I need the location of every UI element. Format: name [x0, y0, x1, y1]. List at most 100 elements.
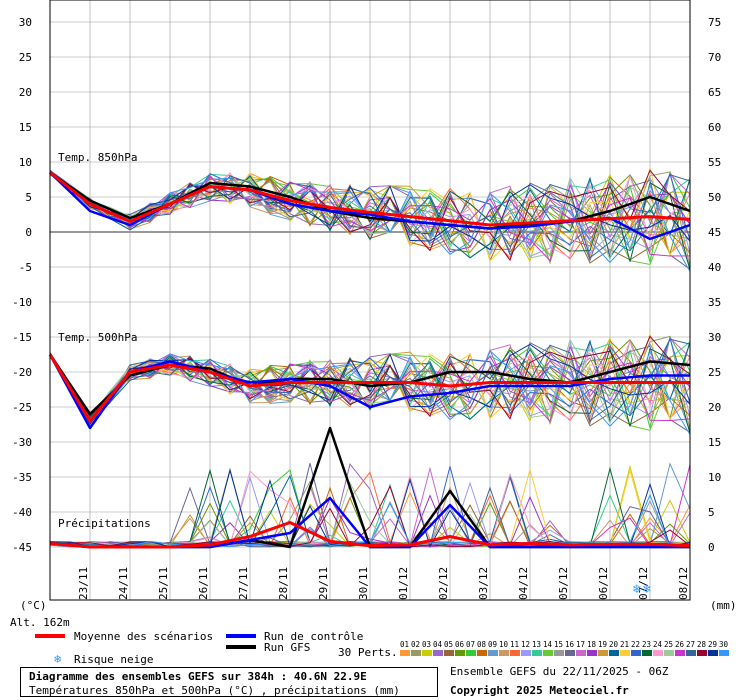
pert-legend-swatch	[675, 650, 685, 656]
pert-legend-swatch	[510, 650, 520, 656]
left-tick-label: 20	[19, 86, 32, 99]
x-tick-label: 24/11	[117, 567, 130, 600]
x-tick-label: 05/12	[557, 567, 570, 600]
pert-legend-label: 23	[642, 640, 651, 649]
pert-legend-swatch	[697, 650, 707, 656]
pert-legend-swatch	[433, 650, 443, 656]
x-tick-label: 04/12	[517, 567, 530, 600]
pert-legend-swatch	[642, 650, 652, 656]
pert-legend-label: 09	[488, 640, 497, 649]
x-tick-label: 03/12	[477, 567, 490, 600]
pert-legend-label: 04	[433, 640, 443, 649]
pert-legend-swatch	[444, 650, 454, 656]
panel-label-t850: Temp. 850hPa	[58, 151, 137, 164]
series-line-precip	[49, 521, 691, 549]
right-tick-label: 60	[708, 121, 721, 134]
pert-legend-label: 19	[598, 640, 607, 649]
pert-line	[49, 339, 691, 425]
legend-label-control: Run de contrôle	[264, 630, 363, 643]
snow-mark-icon: ❄	[642, 582, 651, 597]
pert-legend-label: 01	[400, 640, 409, 649]
pert-legend-swatch	[620, 650, 630, 656]
pert-legend-swatch	[477, 650, 487, 656]
series-line-t500	[48, 353, 690, 423]
left-tick-label: -35	[12, 471, 32, 484]
footer-box: Diagramme des ensembles GEFS sur 384h : …	[20, 667, 438, 697]
right-tick-label: 25	[708, 366, 721, 379]
left-tick-label: -40	[12, 506, 32, 519]
legend-label-snow: Risque neige	[74, 653, 153, 666]
right-tick-label: 35	[708, 296, 721, 309]
left-tick-label: -5	[19, 261, 32, 274]
pert-legend-label: 26	[675, 640, 685, 649]
pert-line	[49, 171, 691, 262]
pert-legend-swatch	[653, 650, 663, 656]
snow-mark-icon: ❄	[632, 582, 641, 597]
left-tick-label: 0	[25, 226, 32, 239]
pert-legend-label: 27	[686, 640, 695, 649]
pert-legend-swatch	[455, 650, 465, 656]
x-tick-label: 07/12	[637, 567, 650, 600]
right-unit-label: (mm)	[710, 599, 737, 612]
legend-perts-label: 30 Perts.	[338, 646, 398, 659]
right-tick-label: 55	[708, 156, 721, 169]
pert-line	[49, 355, 691, 427]
left-tick-label: 15	[19, 121, 32, 134]
pert-line	[49, 338, 691, 422]
right-tick-label: 0	[708, 541, 715, 554]
pert-legend-label: 10	[499, 640, 509, 649]
right-tick-label: 15	[708, 436, 721, 449]
legend-swatch-mean	[35, 634, 65, 638]
pert-legend-swatch	[499, 650, 509, 656]
left-tick-label: 10	[19, 156, 32, 169]
left-tick-label: -30	[12, 436, 32, 449]
pert-line	[49, 337, 691, 420]
pert-legend-swatch	[587, 650, 597, 656]
right-tick-label: 30	[708, 331, 721, 344]
pert-legend-label: 21	[620, 640, 629, 649]
right-tick-label: 75	[708, 16, 721, 29]
pert-legend-swatch	[554, 650, 564, 656]
left-tick-label: -15	[12, 331, 32, 344]
pert-legend-swatch	[664, 650, 674, 656]
pert-legend-label: 22	[631, 640, 640, 649]
pert-legend-label: 15	[554, 640, 563, 649]
x-tick-label: 28/11	[277, 567, 290, 600]
x-tick-label: 06/12	[597, 567, 610, 600]
panel-label-precip: Précipitations	[58, 517, 151, 530]
legend-swatch-gfs	[226, 645, 256, 649]
left-tick-label: -25	[12, 401, 32, 414]
pert-legend: 01 02 03 04 05 06 07 08 09 10 11 12 13 14 15 16 17 18 19 20…	[400, 640, 729, 656]
pert-legend-label: 08	[477, 640, 487, 649]
x-tick-label: 26/11	[197, 567, 210, 600]
right-tick-label: 70	[708, 51, 721, 64]
x-tick-label: 01/12	[397, 567, 410, 600]
pert-legend-label: 28	[697, 640, 707, 649]
pert-legend-swatch	[719, 650, 729, 656]
right-tick-label: 10	[708, 471, 721, 484]
x-tick-label: 02/12	[437, 567, 450, 600]
pert-legend-label: 12	[521, 640, 530, 649]
pert-legend-label: 24	[653, 640, 663, 649]
pert-legend-swatch	[532, 650, 542, 656]
pert-legend-swatch	[686, 650, 696, 656]
pert-line	[49, 170, 691, 256]
grid	[49, 0, 691, 600]
right-tick-label: 40	[708, 261, 721, 274]
pert-line	[49, 343, 691, 425]
pert-legend-swatch	[708, 650, 718, 656]
pert-line	[49, 173, 691, 264]
x-tick-label: 29/11	[317, 567, 330, 600]
left-tick-label: -45	[12, 541, 32, 554]
x-tick-label: 25/11	[157, 567, 170, 600]
left-unit-label: (°C)	[20, 599, 47, 612]
pert-legend-label: 14	[543, 640, 553, 649]
left-tick-label: 30	[19, 16, 32, 29]
pert-legend-swatch	[598, 650, 608, 656]
x-tick-label: 08/12	[677, 567, 690, 600]
x-tick-label: 30/11	[357, 567, 370, 600]
pert-legend-swatch	[400, 650, 410, 656]
pert-legend-label: 25	[664, 640, 673, 649]
